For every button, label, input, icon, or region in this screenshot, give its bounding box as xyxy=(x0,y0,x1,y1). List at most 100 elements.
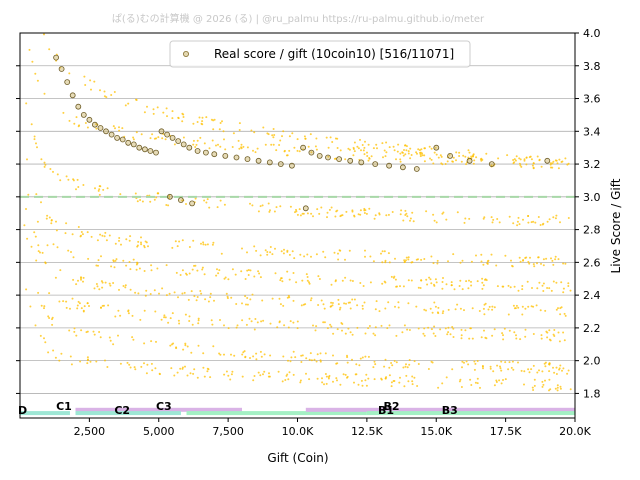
cloud-point xyxy=(273,134,276,136)
cloud-point xyxy=(316,353,319,356)
cloud-point xyxy=(308,358,311,361)
cloud-point xyxy=(517,289,520,292)
cloud-point xyxy=(29,305,32,308)
cloud-point xyxy=(139,199,142,201)
cloud-point xyxy=(456,303,459,306)
cloud-point xyxy=(77,279,79,282)
cloud-point xyxy=(359,209,362,212)
cloud-point xyxy=(150,362,153,365)
y-tick-label: 2.2 xyxy=(583,322,601,335)
cloud-point xyxy=(220,252,223,255)
cloud-point xyxy=(359,357,362,360)
x-tick-label: 10.0K xyxy=(282,425,314,438)
x-tick-label: 5,000 xyxy=(143,425,175,438)
cloud-point xyxy=(409,147,412,150)
cloud-point xyxy=(112,282,115,284)
cloud-point xyxy=(404,260,406,263)
cloud-point xyxy=(197,344,200,347)
cloud-point xyxy=(269,322,272,325)
cloud-point xyxy=(406,328,409,331)
cloud-point xyxy=(399,158,402,161)
cloud-point xyxy=(473,368,476,371)
cloud-point xyxy=(368,325,371,327)
cloud-point xyxy=(156,106,159,109)
cloud-point xyxy=(317,275,320,278)
cloud-point xyxy=(283,248,285,251)
cloud-point xyxy=(502,285,505,288)
cloud-point xyxy=(288,135,291,138)
cloud-point xyxy=(334,215,337,218)
cloud-point xyxy=(532,364,535,367)
cloud-point xyxy=(461,360,464,363)
series-point xyxy=(544,157,551,164)
cloud-point xyxy=(434,278,437,281)
cloud-point xyxy=(200,242,202,245)
cloud-point xyxy=(62,300,65,303)
cloud-point xyxy=(330,206,333,209)
cloud-point xyxy=(552,333,555,336)
cloud-point xyxy=(463,309,465,312)
cloud-point xyxy=(188,315,191,318)
cloud-point xyxy=(390,275,393,278)
cloud-point xyxy=(171,117,174,120)
cloud-point xyxy=(419,151,422,154)
cloud-point xyxy=(381,261,384,264)
cloud-point xyxy=(460,337,463,340)
cloud-point xyxy=(498,379,501,382)
cloud-point xyxy=(43,337,45,340)
series-point xyxy=(325,154,331,161)
cloud-point xyxy=(315,360,318,363)
cloud-point xyxy=(353,381,355,384)
cloud-point xyxy=(296,320,299,323)
cloud-point xyxy=(70,363,73,366)
cloud-point xyxy=(179,367,182,370)
cloud-point xyxy=(327,155,330,158)
cloud-point xyxy=(202,352,205,355)
cloud-point xyxy=(315,253,318,256)
cloud-point xyxy=(286,373,289,376)
cloud-point xyxy=(129,235,132,238)
cloud-point xyxy=(464,217,467,220)
rank-label-b2: B2 xyxy=(384,400,400,413)
cloud-point xyxy=(356,326,359,329)
cloud-point xyxy=(300,361,303,363)
cloud-point xyxy=(556,384,559,387)
cloud-point xyxy=(181,112,184,115)
cloud-point xyxy=(291,250,294,253)
cloud-point xyxy=(235,326,238,329)
cloud-point xyxy=(408,363,411,366)
cloud-point xyxy=(559,385,562,388)
cloud-point xyxy=(291,132,294,135)
cloud-point xyxy=(405,363,407,366)
cloud-point xyxy=(293,146,296,149)
cloud-point xyxy=(185,203,187,205)
cloud-point xyxy=(51,318,53,321)
cloud-point xyxy=(288,278,291,281)
cloud-point xyxy=(360,149,362,152)
cloud-point xyxy=(564,314,567,317)
cloud-point xyxy=(219,145,222,148)
cloud-point xyxy=(426,283,429,286)
cloud-point xyxy=(409,217,412,220)
cloud-point xyxy=(529,256,531,259)
cloud-point xyxy=(320,299,323,302)
cloud-point xyxy=(145,241,148,244)
cloud-point xyxy=(434,305,437,308)
cloud-point xyxy=(33,231,36,234)
cloud-point xyxy=(403,149,405,151)
cloud-point xyxy=(203,199,206,202)
cloud-point xyxy=(402,366,405,369)
cloud-point xyxy=(528,262,531,265)
cloud-point xyxy=(241,319,244,322)
cloud-point xyxy=(308,281,310,284)
cloud-point xyxy=(468,151,471,154)
cloud-point xyxy=(194,146,197,148)
cloud-point xyxy=(86,356,89,359)
cloud-point xyxy=(523,158,526,161)
cloud-point xyxy=(399,160,402,163)
cloud-point xyxy=(217,272,220,275)
cloud-point xyxy=(429,278,432,281)
cloud-point xyxy=(198,116,201,119)
cloud-point xyxy=(363,207,366,210)
cloud-point xyxy=(482,284,485,287)
